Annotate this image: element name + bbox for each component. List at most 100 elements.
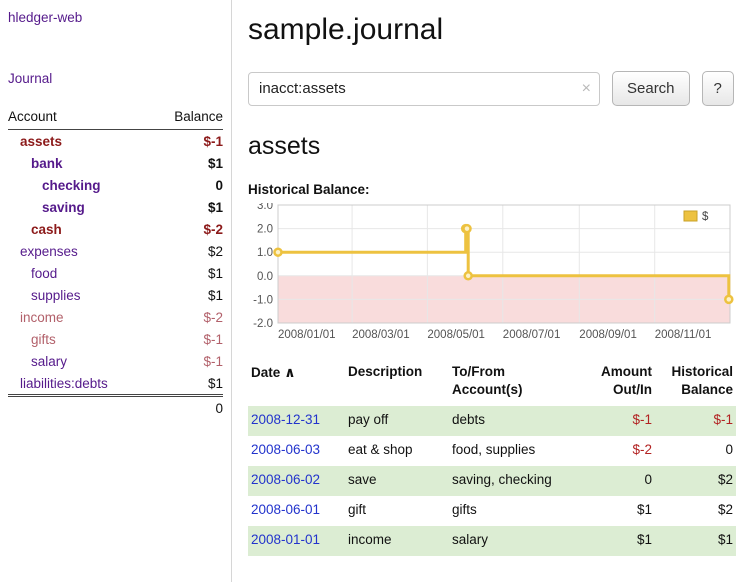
- register-header-accounts: To/From Account(s): [452, 364, 523, 397]
- account-balance: $-1: [203, 332, 223, 347]
- account-link[interactable]: expenses: [20, 244, 78, 259]
- chart-title: Historical Balance:: [248, 182, 370, 197]
- register-table: Date ∧ Description To/From Account(s) Amo…: [248, 361, 736, 556]
- chart-ytick-label: -1.0: [253, 294, 273, 306]
- account-balance: $-1: [203, 134, 223, 149]
- account-link[interactable]: saving: [42, 200, 85, 215]
- chart-ytick-label: 2.0: [257, 224, 273, 236]
- account-balance: $1: [207, 156, 223, 171]
- account-link[interactable]: checking: [42, 178, 101, 193]
- chart-ytick-label: 1.0: [257, 247, 273, 259]
- accounts-header-row: Account Balance: [8, 106, 223, 130]
- transaction-accounts: debts: [452, 412, 486, 428]
- transaction-amount: $1: [636, 501, 652, 517]
- chart-ytick-label: -2.0: [253, 318, 273, 330]
- transaction-date-link[interactable]: 2008-06-01: [251, 501, 321, 517]
- chart-point: [273, 247, 283, 257]
- account-link[interactable]: food: [31, 266, 58, 281]
- account-balance: $1: [207, 200, 223, 215]
- transaction-description: gift: [348, 501, 367, 517]
- account-row: checking 0: [8, 174, 223, 196]
- transaction-accounts: salary: [452, 531, 489, 547]
- chart-point: [724, 294, 734, 305]
- chart-svg: 3.0 2.0 1.0 0.0 -1.0 -2.0 2008/01/01 2008/03/01…: [253, 200, 734, 341]
- transaction-balance: $2: [717, 501, 733, 517]
- account-row: saving $1: [8, 196, 223, 218]
- account-balance: $1: [207, 376, 223, 391]
- search-button[interactable]: Search: [612, 71, 690, 106]
- chart-xtick-label: 2008/11/01: [655, 329, 712, 341]
- register-rows: 2008-12-31 pay off debts $-1 $-1 2008-06-03 ea…: [248, 406, 736, 556]
- account-row: bank $1: [8, 152, 223, 174]
- transaction-balance: 0: [725, 441, 733, 457]
- transaction-accounts: saving, checking: [452, 471, 552, 487]
- chart-border: [277, 204, 731, 324]
- journal-link[interactable]: Journal: [8, 71, 53, 86]
- transaction-accounts: gifts: [452, 501, 477, 517]
- account-heading: assets: [248, 132, 321, 160]
- account-link[interactable]: liabilities:debts: [20, 376, 108, 391]
- chart-legend-label: $: [702, 211, 709, 223]
- sort-ascending-icon: ∧: [284, 364, 296, 380]
- transaction-description: income: [348, 531, 392, 547]
- transaction-balance: $1: [717, 531, 733, 547]
- chart-xtick-label: 2008/09/01: [579, 329, 637, 341]
- account-link[interactable]: gifts: [31, 332, 56, 347]
- register-row: 2008-01-01 income salary $1 $1: [248, 525, 736, 556]
- transaction-amount: $-1: [632, 412, 652, 428]
- chart-xtick-label: 2008/07/01: [503, 329, 561, 341]
- accounts-header-account: Account: [8, 106, 116, 130]
- transaction-date-link[interactable]: 2008-06-02: [251, 471, 321, 487]
- chart-point: [462, 223, 472, 234]
- account-row: expenses $2: [8, 240, 223, 262]
- search-bar: × Search ?: [248, 71, 734, 106]
- account-link[interactable]: bank: [31, 156, 63, 171]
- transaction-amount: $1: [636, 531, 652, 547]
- search-box: ×: [248, 71, 600, 106]
- account-row: salary $-1: [8, 350, 223, 372]
- search-input[interactable]: [248, 71, 600, 106]
- account-link[interactable]: salary: [31, 354, 68, 369]
- app-title-link[interactable]: hledger-web: [8, 10, 83, 25]
- register-header-amount: Amount Out/In: [601, 364, 652, 397]
- transaction-description: pay off: [348, 412, 389, 428]
- transaction-date-link[interactable]: 2008-12-31: [251, 412, 321, 428]
- accounts-table-body: assets $-1 bank $1 checking 0 saving $1 cash $-2 e…: [8, 130, 223, 396]
- account-balance: $-1: [203, 354, 223, 369]
- register-header-row: Date ∧ Description To/From Account(s) Amo…: [248, 361, 736, 406]
- account-balance: $1: [207, 288, 223, 303]
- register-header-description: Description: [348, 364, 423, 379]
- transaction-date-link[interactable]: 2008-06-03: [251, 441, 321, 457]
- account-balance: $1: [207, 266, 223, 281]
- transaction-date-link[interactable]: 2008-01-01: [251, 531, 321, 547]
- account-balance: $-2: [203, 222, 223, 237]
- historical-balance-chart: 3.0 2.0 1.0 0.0 -1.0 -2.0 2008/01/01 2008/03/01…: [248, 200, 736, 349]
- transaction-balance: $-1: [713, 412, 733, 428]
- accounts-table: Account Balance assets $-1 bank $1 checking 0…: [8, 106, 223, 419]
- help-button[interactable]: ?: [701, 71, 734, 106]
- transaction-description: eat & shop: [348, 441, 413, 457]
- account-balance: $2: [207, 244, 223, 259]
- chart-legend: $: [680, 208, 726, 226]
- register-row: 2008-12-31 pay off debts $-1 $-1: [248, 406, 736, 436]
- clear-search-icon[interactable]: ×: [581, 79, 591, 97]
- account-row: assets $-1: [8, 130, 223, 153]
- chart-ytick-label: 0.0: [257, 271, 273, 283]
- account-link[interactable]: cash: [31, 222, 62, 237]
- account-link[interactable]: supplies: [31, 288, 81, 303]
- register-row: 2008-06-03 eat & shop food, supplies $-2 0: [248, 436, 736, 466]
- account-row: food $1: [8, 262, 223, 284]
- sidebar: hledger-web Journal Account Balance asse…: [0, 0, 232, 582]
- account-link[interactable]: income: [20, 310, 64, 325]
- accounts-total-row: 0: [8, 394, 223, 419]
- accounts-total-value: 0: [115, 394, 223, 419]
- accounts-total-spacer: [8, 394, 116, 419]
- chart-xtick-label: 2008/05/01: [427, 329, 485, 341]
- account-row: supplies $1: [8, 284, 223, 306]
- account-row: gifts $-1: [8, 328, 223, 350]
- register-header-date[interactable]: Date ∧: [248, 361, 345, 406]
- register-header-date-label: Date: [251, 365, 281, 380]
- register-header-balance: Historical Balance: [671, 364, 733, 397]
- account-link[interactable]: assets: [20, 134, 63, 149]
- account-balance: $-2: [203, 310, 223, 325]
